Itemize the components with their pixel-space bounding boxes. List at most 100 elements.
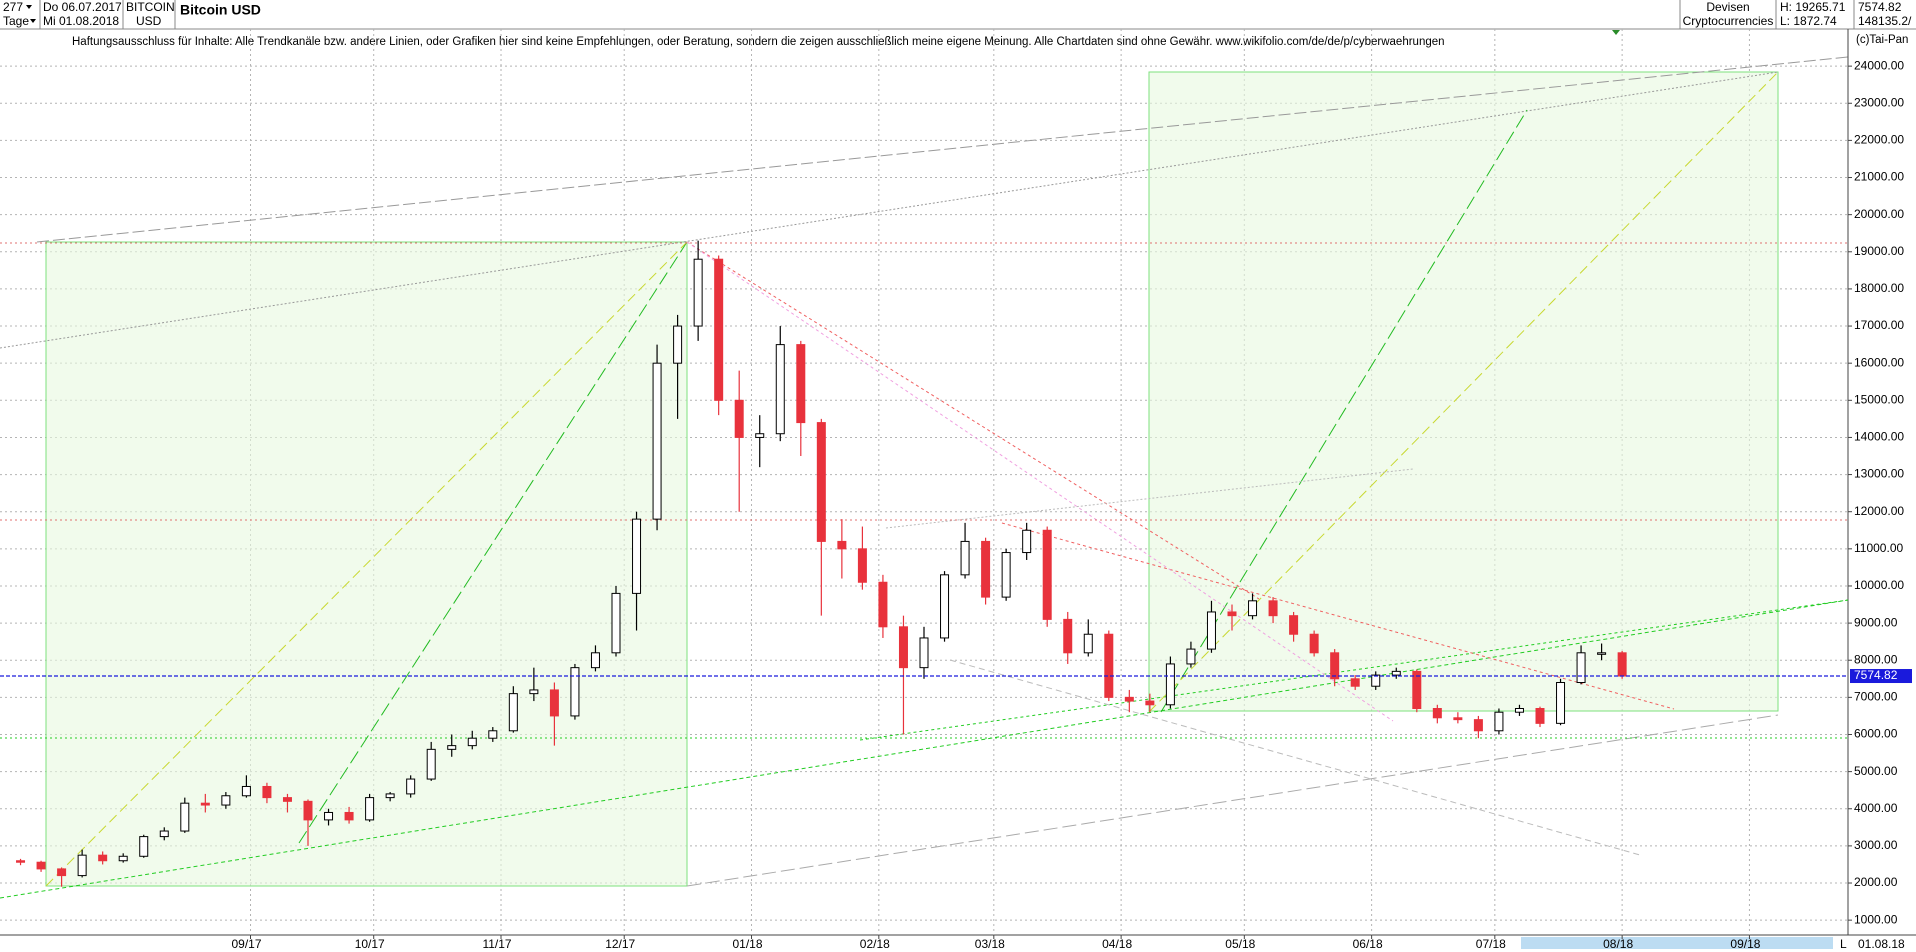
trendline: [686, 241, 1394, 722]
body: [1206, 611, 1216, 650]
body: [960, 540, 970, 576]
symbol: BITCOIN: [126, 0, 175, 14]
body: [1391, 670, 1401, 676]
count[interactable]: 277: [3, 0, 23, 14]
body: [385, 793, 395, 799]
to-date: Mi 01.08.2018: [43, 14, 119, 28]
y-tick-label: 21000.00: [1854, 170, 1904, 184]
body: [16, 860, 26, 863]
y-tick-label: 1000.00: [1854, 912, 1898, 926]
unit[interactable]: Tage: [3, 14, 29, 28]
x-tick-label: 07/18: [1476, 937, 1506, 951]
body: [365, 797, 375, 821]
x-tick-label: 10/17: [355, 937, 385, 951]
body: [981, 540, 991, 598]
body: [919, 637, 929, 669]
body: [837, 540, 847, 550]
body: [344, 811, 354, 821]
body: [1350, 678, 1360, 687]
body: [1309, 633, 1319, 654]
body: [1042, 529, 1052, 620]
body: [673, 325, 683, 364]
y-tick-label: 6000.00: [1854, 727, 1898, 741]
body: [632, 518, 642, 594]
body: [1535, 708, 1545, 724]
body: [406, 778, 416, 795]
body: [1083, 633, 1093, 654]
x-tick-label: 04/18: [1102, 937, 1132, 951]
body: [1330, 652, 1340, 680]
trendline: [298, 241, 688, 844]
body: [1597, 652, 1607, 655]
body: [1412, 670, 1422, 709]
body: [1494, 711, 1504, 732]
body: [796, 344, 806, 424]
body: [282, 797, 292, 802]
x-tick-label: 06/18: [1353, 937, 1383, 951]
x-tick-label: 01/18: [733, 937, 763, 951]
body: [1063, 618, 1073, 654]
x-tick-label: 03/18: [975, 937, 1005, 951]
body: [1576, 652, 1586, 684]
body: [857, 548, 867, 583]
y-tick-label: 17000.00: [1854, 318, 1904, 332]
body: [262, 785, 272, 799]
trendline: [885, 468, 1414, 529]
body: [118, 855, 128, 862]
y-tick-label: 4000.00: [1854, 801, 1898, 815]
body: [1104, 633, 1114, 698]
body: [1124, 696, 1134, 702]
body: [1453, 717, 1463, 721]
body: [159, 830, 169, 838]
body: [241, 785, 251, 797]
trendline: [45, 241, 688, 887]
body: [1473, 719, 1483, 732]
last-price-tag: [1850, 669, 1912, 684]
body: [426, 748, 436, 780]
group: Devisen: [1706, 0, 1749, 14]
y-tick-label: 8000.00: [1854, 652, 1898, 666]
candles: [16, 240, 1627, 887]
high: H: 19265.71: [1780, 0, 1846, 14]
body: [940, 574, 950, 639]
header: 277 Tage Do 06.07.2017 Mi 01.08.2018 BIT…: [0, 0, 1916, 30]
y-tick-label: 15000.00: [1854, 392, 1904, 406]
y-tick-label: 3000.00: [1854, 838, 1898, 852]
body: [529, 689, 539, 695]
scrollbar[interactable]: [1521, 937, 1833, 949]
disclaimer: Haftungsausschluss für Inhalte: Alle Tre…: [72, 36, 1445, 48]
y-tick-label: 5000.00: [1854, 764, 1898, 778]
body: [447, 745, 457, 750]
low: L: 1872.74: [1780, 14, 1837, 28]
y-tick-label: 12000.00: [1854, 504, 1904, 518]
body: [77, 854, 87, 877]
body: [303, 800, 313, 821]
last-price: 7574.82: [1858, 0, 1902, 14]
body: [1001, 552, 1011, 598]
y-tick-label: 19000.00: [1854, 244, 1904, 258]
scale-mode[interactable]: L: [1840, 937, 1847, 951]
body: [139, 836, 149, 857]
y-tick-label: 24000.00: [1854, 58, 1904, 72]
body: [508, 693, 518, 732]
body: [693, 258, 703, 327]
body: [180, 802, 190, 832]
y-tick-label: 10000.00: [1854, 578, 1904, 592]
body: [1227, 611, 1237, 617]
x-tick-label: 02/18: [860, 937, 890, 951]
body: [200, 802, 210, 806]
y-tick-label: 13000.00: [1854, 467, 1904, 481]
body: [590, 652, 600, 669]
chart-title: Bitcoin USD: [180, 2, 261, 18]
box: [1148, 71, 1779, 712]
y-tick-label: 11000.00: [1854, 541, 1903, 555]
body: [1289, 615, 1299, 635]
y-tick-label: 14000.00: [1854, 430, 1904, 444]
trendline: [686, 714, 1779, 887]
y-tick-label: 23000.00: [1854, 95, 1904, 109]
body: [57, 868, 67, 877]
y-tick-label: 16000.00: [1854, 355, 1904, 369]
from-date: Do 06.07.2017: [43, 0, 122, 14]
body: [1145, 700, 1155, 706]
